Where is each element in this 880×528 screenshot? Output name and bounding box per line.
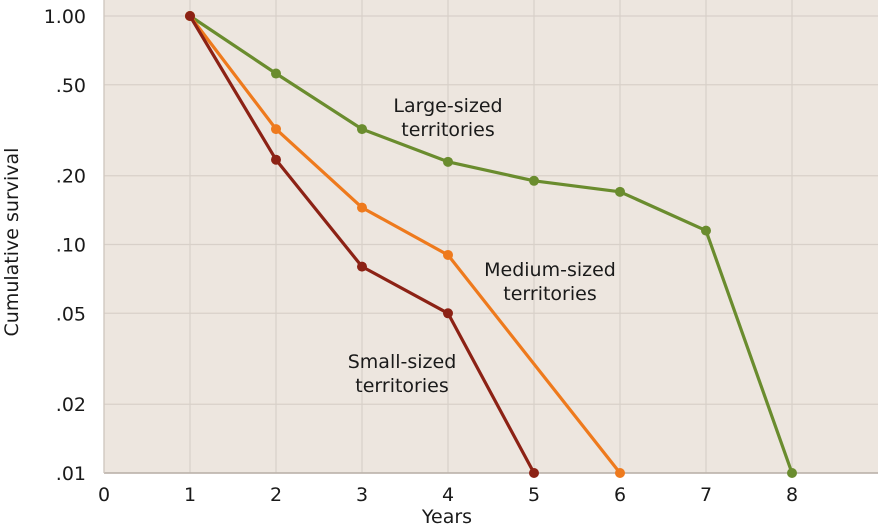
annotation-line: territories	[503, 283, 596, 305]
x-axis-label: Years	[421, 506, 472, 528]
y-tick-label: .01	[56, 463, 86, 485]
axes	[103, 0, 878, 474]
data-point-large	[357, 124, 367, 135]
y-tick-label: .50	[56, 75, 86, 97]
data-point-large	[443, 156, 453, 167]
data-point-large	[271, 68, 281, 79]
data-point-medium	[443, 249, 453, 260]
y-tick-label: .20	[56, 166, 86, 188]
data-point-large	[701, 225, 711, 236]
series-small	[185, 11, 539, 478]
y-tick-label: .05	[56, 303, 86, 325]
data-point-small	[443, 308, 453, 319]
series-layer	[185, 11, 797, 478]
y-tick-label: .10	[56, 235, 86, 257]
tick-labels: 0 1 2 3 4 5 6 7 8 1.00 .50 .20 .10 .05 .02 .01	[44, 6, 798, 506]
plot-background	[104, 0, 878, 473]
x-tick-label: 4	[442, 484, 454, 506]
annotation-line: Small-sized	[348, 351, 457, 373]
data-point-large	[615, 186, 625, 197]
series-line-large	[189, 14, 794, 474]
annotation-line: territories	[355, 375, 448, 397]
x-tick-label: 1	[184, 484, 196, 506]
data-point-small	[529, 468, 539, 478]
x-tick-label: 3	[356, 484, 368, 506]
annotation-large: Large-sized territories	[393, 95, 502, 141]
data-point-medium	[615, 468, 625, 478]
annotation-line: territories	[401, 119, 494, 141]
annotation-medium: Medium-sized territories	[484, 259, 616, 305]
x-tick-label: 0	[98, 484, 110, 506]
data-point-small	[357, 261, 367, 272]
annotation-small: Small-sized territories	[348, 351, 457, 397]
data-point-large	[529, 175, 539, 186]
data-point-medium	[357, 202, 367, 213]
y-axis-label: Cumulative survival	[1, 148, 23, 337]
data-point-large	[787, 468, 797, 478]
x-tick-label: 6	[614, 484, 626, 506]
data-point-small	[271, 154, 281, 165]
y-tick-label: 1.00	[44, 6, 86, 28]
x-tick-label: 7	[700, 484, 712, 506]
data-point-medium	[271, 124, 281, 135]
annotation-line: Medium-sized	[484, 259, 616, 281]
x-tick-label: 2	[270, 484, 282, 506]
x-tick-label: 8	[786, 484, 798, 506]
data-point-small	[185, 11, 195, 21]
series-large	[185, 11, 797, 478]
annotation-line: Large-sized	[393, 95, 502, 117]
x-tick-label: 5	[528, 484, 540, 506]
y-tick-label: .02	[56, 394, 86, 416]
